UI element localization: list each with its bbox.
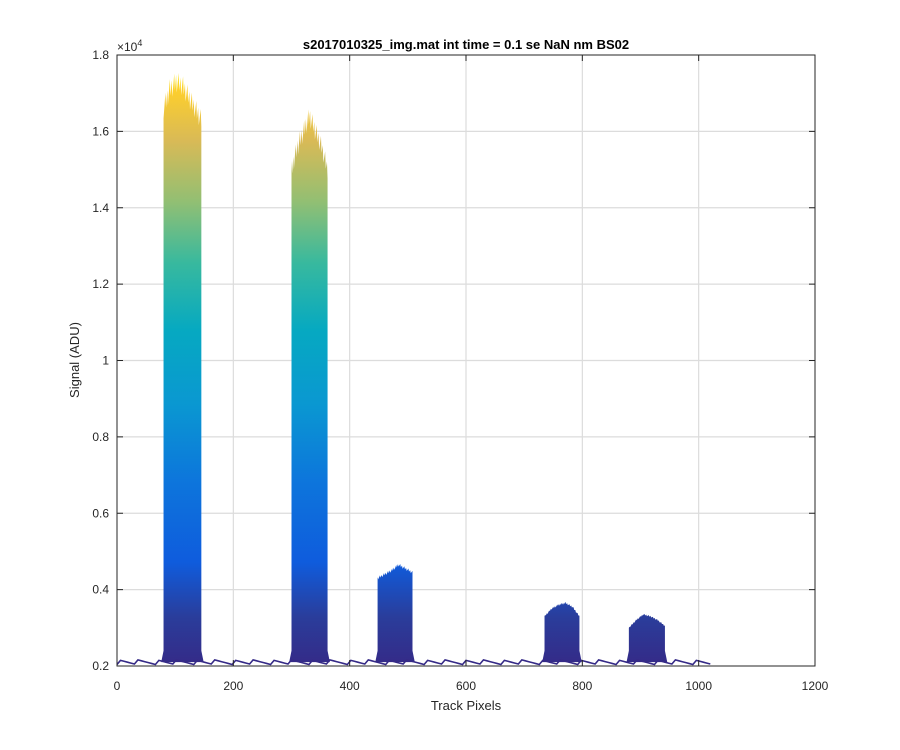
y-axis: 0.2 0.4 0.6 0.8 1 1.2 1.4 1.6 1.8 xyxy=(92,48,815,673)
y-axis-label: Signal (ADU) xyxy=(67,322,82,398)
y-tick-label: 1.8 xyxy=(92,48,109,62)
peak-2 xyxy=(289,109,330,663)
x-tick-label: 1200 xyxy=(802,679,829,693)
x-tick-label: 800 xyxy=(572,679,592,693)
data-series xyxy=(161,72,668,663)
chart-title: s2017010325_img.mat int time = 0.1 se Na… xyxy=(303,37,629,52)
baseline-line xyxy=(116,658,711,666)
x-tick-label: 0 xyxy=(114,679,121,693)
y-tick-label: 1 xyxy=(102,354,109,368)
y-tick-label: 0.6 xyxy=(92,506,109,520)
x-tick-label: 1000 xyxy=(685,679,712,693)
x-axis-label: Track Pixels xyxy=(431,698,502,713)
peak-3 xyxy=(375,564,415,663)
y-exponent-label: ×104 xyxy=(117,38,142,54)
y-tick-label: 0.4 xyxy=(92,583,109,597)
x-axis: 0 200 400 600 800 1000 1200 xyxy=(114,55,829,693)
y-tick-label: 1.2 xyxy=(92,277,109,291)
peak-4 xyxy=(542,601,582,663)
peak-5 xyxy=(626,613,668,663)
y-tick-label: 1.4 xyxy=(92,201,109,215)
y-tick-label: 0.2 xyxy=(92,659,109,673)
x-tick-label: 400 xyxy=(340,679,360,693)
y-tick-label: 0.8 xyxy=(92,430,109,444)
peak-1 xyxy=(161,72,204,663)
y-tick-label: 1.6 xyxy=(92,124,109,138)
x-tick-label: 200 xyxy=(223,679,243,693)
baseline-trace xyxy=(116,658,711,666)
grid xyxy=(117,55,815,666)
x-tick-label: 600 xyxy=(456,679,476,693)
